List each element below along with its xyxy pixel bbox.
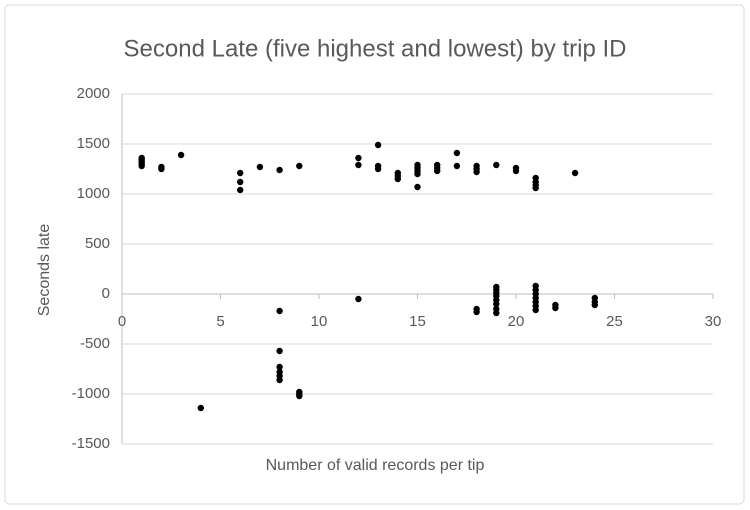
- x-tick-label: 25: [606, 313, 623, 330]
- point: [237, 186, 244, 194]
- point: [571, 169, 579, 177]
- point: [552, 304, 559, 312]
- point: [532, 306, 539, 314]
- point: [296, 392, 303, 400]
- x-tick-label: 0: [118, 313, 126, 330]
- point: [256, 163, 264, 171]
- point: [276, 376, 283, 384]
- point: [355, 161, 362, 169]
- point: [493, 300, 500, 308]
- y-tick-label: -1000: [72, 385, 110, 402]
- point: [138, 154, 145, 162]
- point: [276, 166, 283, 174]
- x-tick-label: 5: [216, 313, 224, 330]
- point: [414, 161, 421, 169]
- y-tick-label: -500: [80, 335, 110, 352]
- y-tick-label: 1500: [77, 135, 110, 152]
- y-tick-label: 1000: [77, 185, 110, 202]
- chart-title: Second Late (five highest and lowest) by…: [124, 35, 627, 62]
- y-tick-label: 500: [85, 235, 110, 252]
- point: [532, 174, 539, 182]
- x-tick-label: 15: [409, 313, 426, 330]
- point: [493, 309, 500, 317]
- point: [237, 169, 244, 177]
- point: [493, 161, 500, 169]
- point: [177, 151, 185, 159]
- point: [414, 183, 421, 191]
- point: [237, 178, 244, 186]
- chart-frame: [4, 4, 745, 505]
- point: [453, 162, 461, 170]
- point: [453, 149, 461, 157]
- point: [434, 161, 441, 169]
- y-axis-title: Seconds late: [36, 224, 53, 317]
- x-tick-label: 20: [508, 313, 525, 330]
- point: [197, 404, 204, 412]
- point: [158, 163, 165, 171]
- point: [355, 154, 362, 162]
- y-tick-label: -1500: [72, 435, 110, 452]
- x-axis-title: Number of valid records per tip: [266, 457, 485, 474]
- point: [473, 308, 480, 316]
- point: [355, 295, 362, 303]
- point: [394, 169, 401, 177]
- point: [512, 164, 520, 172]
- point: [296, 162, 303, 170]
- y-tick-label: 0: [102, 285, 110, 302]
- point: [473, 162, 480, 170]
- point: [374, 141, 382, 149]
- point: [276, 363, 283, 371]
- point: [276, 347, 283, 355]
- y-tick-label: 2000: [77, 85, 110, 102]
- point: [276, 307, 283, 315]
- point: [591, 301, 598, 309]
- x-tick-label: 30: [705, 313, 722, 330]
- x-tick-label: 10: [311, 313, 328, 330]
- point: [374, 162, 382, 170]
